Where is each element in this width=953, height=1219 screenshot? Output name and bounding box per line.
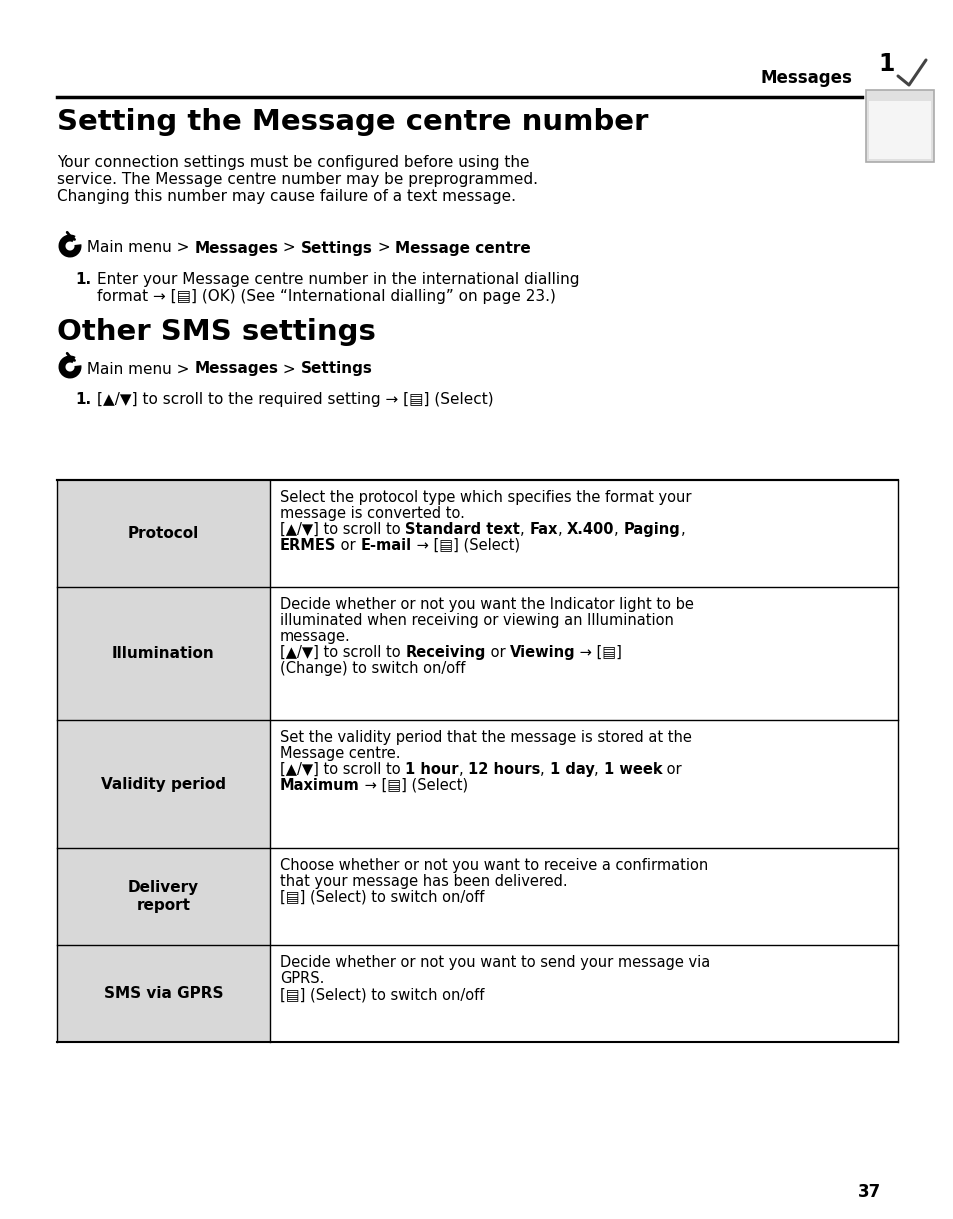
Text: Fax: Fax <box>529 522 558 538</box>
Text: ,: , <box>519 522 529 538</box>
Text: ,: , <box>558 522 566 538</box>
Text: that your message has been delivered.: that your message has been delivered. <box>280 874 567 889</box>
Text: Maximum: Maximum <box>280 778 359 794</box>
Text: Choose whether or not you want to receive a confirmation: Choose whether or not you want to receiv… <box>280 858 707 873</box>
Text: Receiving: Receiving <box>405 645 485 659</box>
Text: 1: 1 <box>877 52 893 76</box>
Bar <box>57 588 270 720</box>
Text: Messages: Messages <box>194 362 278 377</box>
Text: Settings: Settings <box>300 362 373 377</box>
Text: Message centre: Message centre <box>395 240 530 256</box>
Text: 1 week: 1 week <box>603 762 661 777</box>
Bar <box>57 480 270 588</box>
Text: Select the protocol type which specifies the format your: Select the protocol type which specifies… <box>280 490 691 505</box>
Text: ,: , <box>614 522 623 538</box>
Text: format → [▤] (OK) (See “International dialling” on page 23.): format → [▤] (OK) (See “International di… <box>97 289 556 304</box>
Text: Setting the Message centre number: Setting the Message centre number <box>57 108 648 137</box>
Text: Viewing: Viewing <box>509 645 575 659</box>
Bar <box>868 101 930 158</box>
Text: [▤] (Select) to switch on/off: [▤] (Select) to switch on/off <box>280 987 484 1002</box>
Bar <box>57 720 270 848</box>
Bar <box>270 480 897 588</box>
Bar <box>57 848 270 945</box>
Text: service. The Message centre number may be preprogrammed.: service. The Message centre number may b… <box>57 172 537 187</box>
Text: ,: , <box>679 522 684 538</box>
Text: ,: , <box>539 762 549 777</box>
Text: Validity period: Validity period <box>101 777 226 791</box>
Text: message.: message. <box>280 629 351 644</box>
Text: Other SMS settings: Other SMS settings <box>57 318 375 346</box>
Text: 1 day: 1 day <box>549 762 594 777</box>
Text: → [▤]: → [▤] <box>575 645 621 659</box>
Text: Your connection settings must be configured before using the: Your connection settings must be configu… <box>57 155 529 169</box>
Text: or: or <box>336 538 360 553</box>
Text: >: > <box>278 362 300 377</box>
Bar <box>57 945 270 1042</box>
Text: Messages: Messages <box>760 69 851 87</box>
Text: Main menu >: Main menu > <box>82 240 194 256</box>
Text: [▲/▼] to scroll to: [▲/▼] to scroll to <box>280 522 405 538</box>
Text: Decide whether or not you want to send your message via: Decide whether or not you want to send y… <box>280 954 709 970</box>
Text: or: or <box>485 645 509 659</box>
Text: or: or <box>661 762 681 777</box>
Text: Set the validity period that the message is stored at the: Set the validity period that the message… <box>280 730 691 745</box>
Text: [▲/▼] to scroll to the required setting → [▤] (Select): [▲/▼] to scroll to the required setting … <box>97 393 493 407</box>
Text: (Change) to switch on/off: (Change) to switch on/off <box>280 661 465 677</box>
Bar <box>865 90 933 162</box>
Text: SMS via GPRS: SMS via GPRS <box>104 986 223 1001</box>
Text: [▲/▼] to scroll to: [▲/▼] to scroll to <box>280 762 405 777</box>
Text: Enter your Message centre number in the international dialling: Enter your Message centre number in the … <box>97 272 578 286</box>
Text: message is converted to.: message is converted to. <box>280 506 464 521</box>
Text: → [▤] (Select): → [▤] (Select) <box>359 778 467 794</box>
Text: → [▤] (Select): → [▤] (Select) <box>412 538 519 553</box>
Text: Changing this number may cause failure of a text message.: Changing this number may cause failure o… <box>57 189 516 204</box>
Bar <box>270 945 897 1042</box>
Text: Delivery
report: Delivery report <box>128 880 199 913</box>
Text: 1.: 1. <box>75 272 91 286</box>
Text: illuminated when receiving or viewing an Illumination: illuminated when receiving or viewing an… <box>280 613 673 628</box>
Text: ,: , <box>594 762 603 777</box>
Text: Paging: Paging <box>623 522 679 538</box>
Text: GPRS.: GPRS. <box>280 972 324 986</box>
Text: 1.: 1. <box>75 393 91 407</box>
Text: [▤] (Select) to switch on/off: [▤] (Select) to switch on/off <box>280 890 484 904</box>
Text: 12 hours: 12 hours <box>468 762 539 777</box>
Text: ,: , <box>458 762 468 777</box>
Text: 1 hour: 1 hour <box>405 762 458 777</box>
Text: 37: 37 <box>858 1182 881 1201</box>
Bar <box>270 720 897 848</box>
Text: E-mail: E-mail <box>360 538 412 553</box>
Text: Illumination: Illumination <box>112 646 214 661</box>
Text: Main menu >: Main menu > <box>82 362 194 377</box>
Text: [▲/▼] to scroll to: [▲/▼] to scroll to <box>280 645 405 659</box>
Bar <box>270 848 897 945</box>
Text: Decide whether or not you want the Indicator light to be: Decide whether or not you want the Indic… <box>280 597 693 612</box>
Text: >: > <box>373 240 395 256</box>
Text: Standard text: Standard text <box>405 522 519 538</box>
Text: Messages: Messages <box>194 240 278 256</box>
Text: Message centre.: Message centre. <box>280 746 400 761</box>
Text: >: > <box>278 240 300 256</box>
Text: Protocol: Protocol <box>128 527 199 541</box>
Text: ERMES: ERMES <box>280 538 336 553</box>
Bar <box>270 588 897 720</box>
Text: X.400: X.400 <box>566 522 614 538</box>
Text: Settings: Settings <box>300 240 373 256</box>
